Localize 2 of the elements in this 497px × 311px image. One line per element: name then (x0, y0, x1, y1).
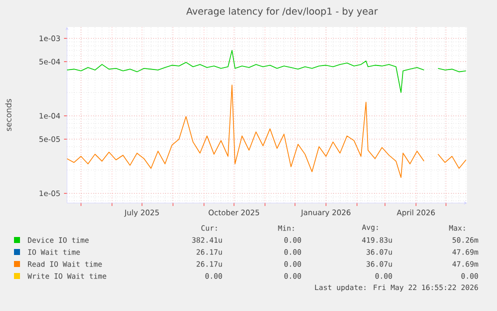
y-axis-title: seconds (5, 99, 12, 131)
chart-title: Average latency for /dev/loop1 - by year (186, 7, 378, 17)
